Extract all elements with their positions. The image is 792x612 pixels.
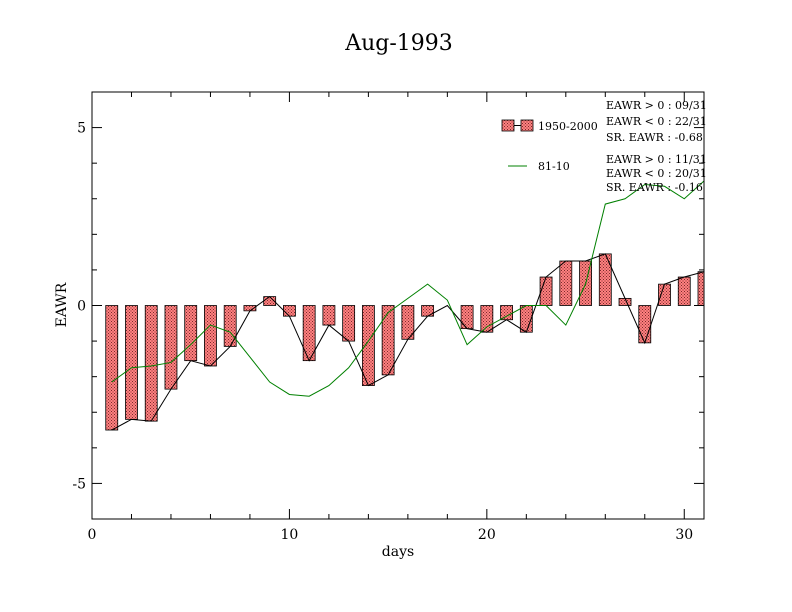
bar-day-29: [658, 283, 671, 306]
bar-day-1: [105, 305, 119, 431]
bar-day-15: [381, 305, 395, 376]
bar-day-12: [322, 305, 336, 326]
legend: 1950-2000 81-10: [501, 119, 598, 173]
stat-81-10-negative: EAWR < 0 : 20/31: [606, 167, 707, 180]
bar-day-14: [361, 305, 375, 386]
series-81-10-line: [111, 180, 704, 397]
plot-area: [105, 180, 704, 431]
bar-day-24: [559, 260, 573, 306]
series-1950-2000-connector: [111, 253, 704, 431]
legend-label-bars: 1950-2000: [538, 120, 598, 133]
stats-block: EAWR > 0 : 09/31 EAWR < 0 : 22/31 SR. EA…: [606, 99, 707, 194]
bar-day-2: [125, 305, 138, 420]
x-axis-label: days: [382, 544, 414, 560]
bar-day-7: [223, 305, 237, 347]
chart-title: Aug-1993: [344, 31, 453, 56]
y-tick-label--5: -5: [72, 476, 86, 492]
bar-day-4: [164, 305, 178, 390]
bar-day-13: [342, 305, 356, 342]
x-tick-label-30: 30: [675, 527, 693, 543]
legend-item-line: 81-10: [508, 160, 570, 173]
y-tick-label-5: 5: [77, 121, 86, 137]
bar-day-30: [677, 276, 691, 306]
stat-81-10-sr: SR. EAWR : -0.16: [606, 181, 703, 194]
stat-1950-2000-negative: EAWR < 0 : 22/31: [606, 115, 707, 128]
bar-day-22: [519, 305, 533, 333]
bar-day-28: [638, 305, 652, 344]
axis-ticks: 0 10 20 30 -5 0 5: [72, 91, 704, 543]
bar-day-3: [144, 305, 158, 422]
x-tick-label-20: 20: [478, 527, 496, 543]
y-tick-label-0: 0: [77, 299, 86, 315]
bar-day-17: [421, 305, 435, 317]
legend-label-line: 81-10: [538, 160, 570, 173]
stat-81-10-positive: EAWR > 0 : 11/31: [606, 153, 707, 166]
legend-swatch-bars-2: [520, 119, 534, 132]
bar-day-21: [500, 305, 513, 321]
y-axis-label: EAWR: [54, 282, 70, 327]
x-tick-label-10: 10: [281, 527, 299, 543]
bar-day-6: [204, 305, 217, 367]
stat-1950-2000-sr: SR. EAWR : -0.68: [606, 131, 703, 144]
bar-day-31: [697, 271, 704, 306]
bar-day-5: [184, 305, 198, 362]
stat-1950-2000-positive: EAWR > 0 : 09/31: [606, 99, 707, 112]
legend-swatch-bars: [501, 119, 515, 132]
bar-day-26: [598, 253, 612, 306]
bar-day-23: [539, 276, 553, 306]
bar-day-20: [480, 305, 494, 333]
legend-item-bars: 1950-2000: [501, 119, 598, 133]
bar-day-19: [460, 305, 474, 330]
bar-day-10: [283, 305, 296, 317]
x-tick-label-0: 0: [88, 527, 97, 543]
